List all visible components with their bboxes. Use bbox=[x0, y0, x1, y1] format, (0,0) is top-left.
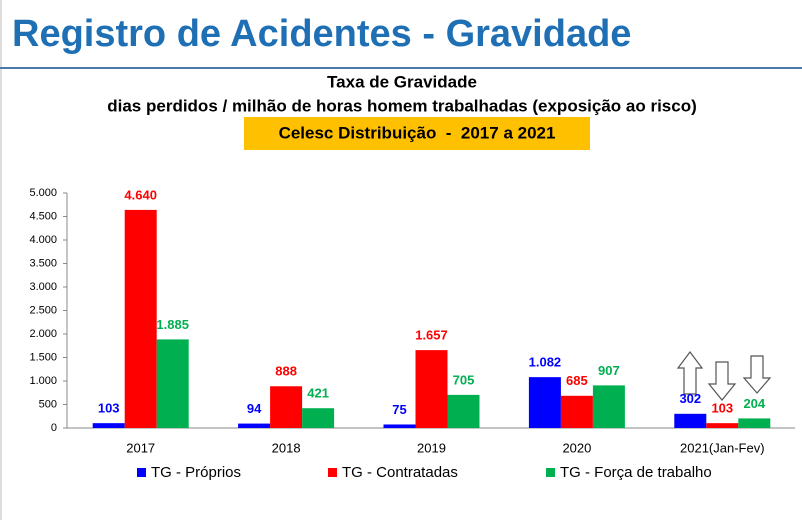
bar bbox=[592, 385, 625, 428]
arrow-down bbox=[742, 355, 772, 394]
x-tick-label: 2019 bbox=[417, 440, 446, 455]
bar bbox=[238, 423, 271, 428]
y-tick-label: 1.000 bbox=[29, 375, 57, 387]
highlight-box bbox=[244, 117, 590, 150]
chart-subtitle: dias perdidos / milhão de horas homem tr… bbox=[107, 96, 697, 115]
y-tick-label: 3.500 bbox=[29, 257, 57, 269]
bar bbox=[302, 408, 335, 428]
y-tick-label: 0 bbox=[51, 422, 57, 434]
bar bbox=[738, 418, 771, 428]
x-tick-label: 2020 bbox=[562, 440, 591, 455]
bar bbox=[124, 209, 157, 428]
y-tick-label: 500 bbox=[39, 398, 57, 410]
trend-arrows bbox=[676, 351, 772, 401]
bar bbox=[156, 339, 189, 428]
y-tick-label: 2.000 bbox=[29, 328, 57, 340]
highlight-text: Celesc Distribuição - 2017 a 2021 bbox=[279, 123, 556, 142]
value-label: 4.640 bbox=[124, 187, 157, 202]
value-label: 94 bbox=[247, 401, 262, 416]
bar bbox=[706, 423, 739, 428]
arrow-up bbox=[676, 351, 704, 395]
y-tick-label: 3.000 bbox=[29, 281, 57, 293]
legend-label: TG - Força de trabalho bbox=[560, 464, 712, 481]
bar bbox=[674, 413, 707, 428]
value-label: 1.082 bbox=[529, 355, 562, 370]
bar bbox=[92, 423, 125, 428]
bar bbox=[415, 350, 448, 428]
y-tick-label: 4.500 bbox=[29, 210, 57, 222]
legend-swatch bbox=[328, 468, 337, 477]
value-label: 302 bbox=[679, 391, 701, 406]
value-label: 421 bbox=[307, 386, 329, 401]
bar bbox=[383, 424, 416, 428]
value-label: 1.657 bbox=[415, 328, 448, 343]
legend-swatch bbox=[137, 468, 146, 477]
bar bbox=[560, 395, 593, 428]
bar bbox=[528, 377, 561, 428]
legend-label: TG - Próprios bbox=[151, 464, 241, 481]
x-tick-label: 2017 bbox=[126, 440, 155, 455]
value-label: 103 bbox=[98, 401, 120, 416]
y-tick-label: 5.000 bbox=[29, 187, 57, 199]
value-label: 907 bbox=[598, 363, 620, 378]
legend-swatch bbox=[546, 468, 555, 477]
x-tick-label: 2021(Jan-Fev) bbox=[680, 440, 765, 455]
value-label: 888 bbox=[275, 364, 297, 379]
x-tick-label: 2018 bbox=[272, 440, 301, 455]
page-title: Registro de Acidentes - Gravidade bbox=[12, 13, 631, 55]
arrow-down bbox=[707, 361, 737, 401]
value-label: 685 bbox=[566, 373, 588, 388]
legend-label: TG - Contratadas bbox=[342, 464, 458, 481]
y-tick-label: 4.000 bbox=[29, 234, 57, 246]
chart-title: Taxa de Gravidade bbox=[327, 72, 477, 91]
value-label: 75 bbox=[392, 402, 406, 417]
y-tick-label: 2.500 bbox=[29, 304, 57, 316]
value-label: 1.885 bbox=[156, 317, 189, 332]
value-label: 204 bbox=[743, 396, 765, 411]
value-label: 103 bbox=[711, 401, 733, 416]
bar bbox=[447, 394, 480, 428]
bar bbox=[270, 386, 303, 428]
value-label: 705 bbox=[453, 372, 475, 387]
y-tick-label: 1.500 bbox=[29, 351, 57, 363]
